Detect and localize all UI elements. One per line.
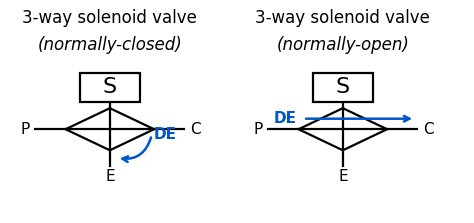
Text: 3-way solenoid valve: 3-way solenoid valve <box>22 9 197 27</box>
Text: S: S <box>103 77 117 97</box>
Text: E: E <box>338 169 347 184</box>
Text: (normally-closed): (normally-closed) <box>37 36 182 54</box>
Text: DE: DE <box>273 111 296 126</box>
Text: E: E <box>105 169 115 184</box>
Text: (normally-open): (normally-open) <box>276 36 409 54</box>
Polygon shape <box>65 108 154 150</box>
Text: P: P <box>254 122 263 137</box>
Bar <box>80 73 140 101</box>
Text: P: P <box>20 122 30 137</box>
Text: DE: DE <box>154 127 177 142</box>
Text: S: S <box>336 77 350 97</box>
Bar <box>312 73 373 101</box>
Polygon shape <box>299 108 387 150</box>
Text: C: C <box>190 122 201 137</box>
Text: C: C <box>423 122 434 137</box>
Text: 3-way solenoid valve: 3-way solenoid valve <box>255 9 430 27</box>
